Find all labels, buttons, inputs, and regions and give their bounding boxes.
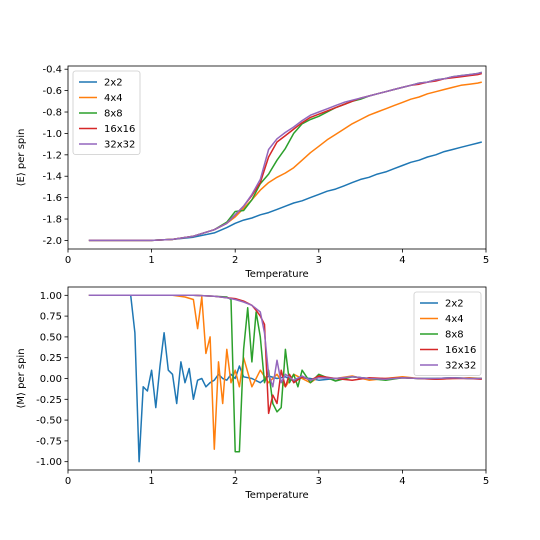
x-tick-label: 2 — [232, 255, 238, 266]
y-tick-label: -1.4 — [42, 172, 62, 183]
y-tick-label: 0.00 — [40, 374, 62, 385]
legend-label-4x4: 4x4 — [445, 314, 464, 325]
y-tick-label: -2.0 — [42, 236, 62, 247]
y-tick-label: -0.50 — [36, 416, 62, 427]
legend: 2x2 4x4 8x8 16x16 32x32 — [413, 291, 482, 376]
y-tick-label: 0.50 — [40, 332, 62, 343]
x-tick-label: 5 — [483, 255, 489, 266]
x-axis-label: Temperature — [244, 269, 308, 280]
y-axis-label: ⟨M⟩ per spin — [16, 348, 27, 408]
x-tick-label: 4 — [399, 476, 405, 487]
y-tick-label: -1.8 — [42, 215, 62, 226]
energy-plot: 0 1 2 3 4 5 -2.0 -1.8 -1.6 -1.4 -1.2 -1.0 -0.8 -0.6 -0… — [16, 65, 489, 280]
y-tick-label: -1.00 — [36, 457, 62, 468]
x-tick-label: 1 — [148, 476, 154, 487]
y-tick-label: -0.25 — [36, 395, 62, 406]
x-tick-label: 4 — [399, 255, 405, 266]
y-tick-label: -1.2 — [42, 150, 62, 161]
y-tick-label: 0.25 — [40, 353, 62, 364]
x-tick-label: 2 — [232, 476, 238, 487]
series-line-2x2 — [88, 141, 482, 242]
series-lines — [88, 71, 482, 242]
magnetization-plot: 0 1 2 3 4 5 -1.00 -0.75 -0.50 -0.25 0.00 0.25 0.50 0.… — [16, 286, 489, 501]
legend-label-4x4: 4x4 — [104, 93, 123, 104]
series-lines — [88, 294, 482, 463]
legend-label-16x16: 16x16 — [104, 124, 135, 135]
legend-label-16x16: 16x16 — [445, 345, 476, 356]
legend-label-8x8: 8x8 — [445, 330, 464, 341]
y-tick-label: -0.75 — [36, 436, 62, 447]
x-tick-label: 0 — [65, 255, 71, 266]
x-tick-label: 3 — [316, 476, 322, 487]
series-line-32x32 — [88, 71, 482, 242]
y-tick-label: -0.8 — [42, 108, 62, 119]
legend-box — [413, 291, 482, 376]
legend: 2x2 4x4 8x8 16x16 32x32 — [72, 70, 141, 155]
y-tick-label: -1.0 — [42, 129, 62, 140]
axes-frame — [67, 65, 487, 250]
legend-label-2x2: 2x2 — [445, 299, 464, 310]
legend-label-32x32: 32x32 — [104, 140, 135, 151]
x-tick-label: 3 — [316, 255, 322, 266]
legend-label-32x32: 32x32 — [445, 361, 476, 372]
x-tick-label: 5 — [483, 476, 489, 487]
legend-label-2x2: 2x2 — [104, 78, 123, 89]
y-axis-label: ⟨E⟩ per spin — [16, 129, 27, 187]
y-tick-label: -1.6 — [42, 193, 62, 204]
x-tick-label: 1 — [148, 255, 154, 266]
y-tick-label: 1.00 — [40, 291, 62, 302]
y-tick-label: -0.4 — [42, 65, 62, 76]
y-tick-label: 0.75 — [40, 312, 62, 323]
x-axis-label: Temperature — [244, 490, 308, 501]
series-line-32x32 — [88, 294, 482, 388]
x-tick-label: 0 — [65, 476, 71, 487]
legend-box — [72, 70, 141, 155]
y-tick-label: -0.6 — [42, 86, 62, 97]
legend-label-8x8: 8x8 — [104, 109, 123, 120]
